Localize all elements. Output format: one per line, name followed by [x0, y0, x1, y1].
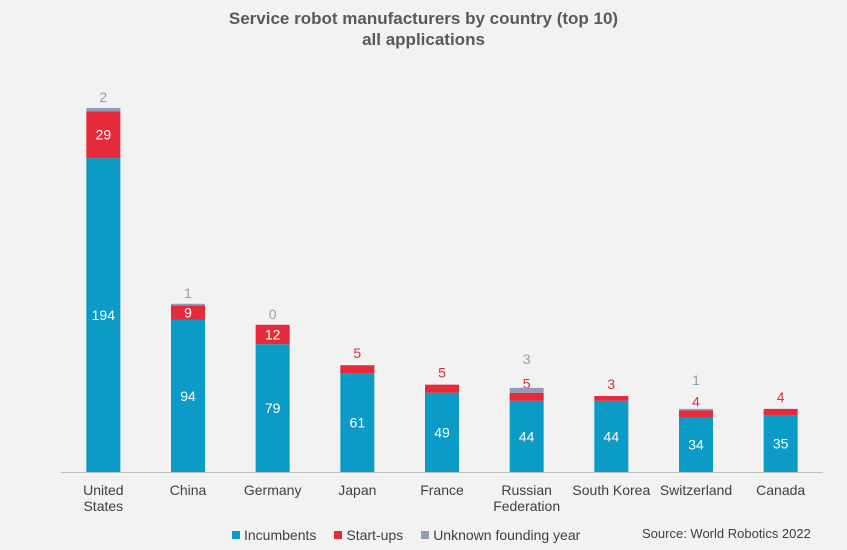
label-incumbents-switzerland: 34 [688, 436, 704, 452]
category-label-canada: Canada [756, 482, 805, 498]
legend-swatch-unknown [421, 531, 430, 539]
label-incumbents-china: 94 [180, 388, 196, 404]
category-label-united-states-1: United [83, 482, 123, 498]
legend-label-unknown: Unknown founding year [433, 527, 581, 543]
bar-start-ups-south-korea [594, 395, 629, 401]
label-incumbents-canada: 35 [773, 436, 789, 452]
legend-item-unknown: Unknown founding year [421, 527, 580, 543]
source-note: Source: World Robotics 2022 [642, 526, 811, 541]
bar-start-ups-united-states [86, 111, 121, 159]
label-incumbents-france: 49 [434, 424, 450, 440]
label-start-ups-japan: 5 [353, 345, 361, 361]
label-start-ups-canada: 4 [777, 389, 785, 405]
bar-start-ups-canada [763, 408, 798, 416]
bar-incumbents-united-states [86, 158, 121, 472]
bar-incumbents-south-korea [594, 400, 629, 472]
bar-incumbents-japan [340, 373, 375, 472]
bar-incumbents-china [171, 319, 205, 472]
label-unknown-germany: 0 [269, 306, 277, 322]
legend-label-incumbents: Incumbents [244, 527, 317, 543]
category-label-china: China [170, 482, 207, 498]
bar-incumbents-russian-federation [509, 400, 544, 472]
label-start-ups-france: 5 [438, 365, 446, 381]
bar-start-ups-japan [340, 365, 375, 374]
label-incumbents-south-korea: 44 [604, 428, 620, 444]
bar-start-ups-china [171, 305, 205, 320]
category-label-japan: Japan [338, 482, 376, 498]
category-label-france: France [420, 482, 464, 498]
category-label-germany: Germany [244, 482, 302, 498]
label-unknown-china: 1 [184, 285, 192, 301]
bar-incumbents-france [425, 392, 459, 472]
category-label-south-korea: South Korea [572, 482, 650, 498]
bar-incumbents-germany [255, 344, 290, 472]
legend-label-start-ups: Start-ups [346, 527, 404, 543]
legend-item-start-ups: Start-ups [334, 527, 403, 543]
bar-unknown-china [171, 303, 205, 306]
label-start-ups-switzerland: 4 [692, 394, 700, 410]
chart-subtitle: all applications [362, 30, 485, 49]
label-incumbents-japan: 61 [350, 415, 366, 431]
category-label-switzerland: Switzerland [660, 482, 732, 498]
chart-title-main: Service robot manufacturers by country (… [228, 9, 619, 28]
legend-item-incumbents: Incumbents [232, 527, 316, 543]
label-incumbents-germany: 79 [265, 400, 281, 416]
label-incumbents-united-states: 194 [92, 307, 116, 323]
legend: Incumbents Start-ups Unknown founding ye… [232, 527, 580, 543]
bar-start-ups-russian-federation [509, 392, 544, 401]
bar-start-ups-france [425, 384, 459, 393]
label-start-ups-united-states: 29 [96, 127, 112, 143]
label-start-ups-russian-federation: 5 [523, 376, 531, 392]
bar-start-ups-switzerland [679, 410, 713, 417]
category-label-russian-federation-1: Russian [501, 482, 552, 498]
category-label-united-states-2: States [83, 498, 123, 514]
chart-title: Service robot manufacturers by country (… [0, 8, 847, 50]
bar-incumbents-canada [763, 415, 798, 472]
label-unknown-russian-federation: 3 [523, 351, 531, 367]
bar-incumbents-switzerland [679, 416, 713, 472]
legend-swatch-incumbents [232, 531, 240, 539]
bar-unknown-russian-federation [509, 387, 544, 393]
bar-unknown-united-states [86, 108, 121, 112]
label-unknown-switzerland: 1 [692, 372, 700, 388]
label-unknown-united-states: 2 [99, 89, 107, 105]
label-start-ups-china: 9 [184, 305, 192, 321]
category-label-russian-federation-2: Federation [493, 498, 560, 514]
label-start-ups-germany: 12 [265, 326, 281, 342]
label-start-ups-south-korea: 3 [607, 376, 615, 392]
label-incumbents-russian-federation: 44 [519, 428, 535, 444]
legend-swatch-start-ups [334, 531, 343, 539]
bar-unknown-switzerland [679, 408, 713, 411]
bar-start-ups-germany [255, 324, 290, 345]
